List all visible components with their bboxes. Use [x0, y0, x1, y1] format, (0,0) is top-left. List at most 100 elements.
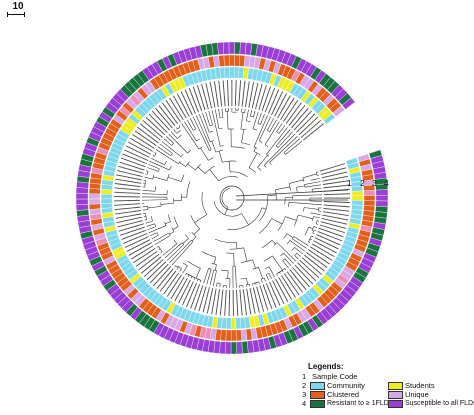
- tree-branch: [145, 182, 146, 187]
- ring-community-segment: [101, 194, 112, 199]
- tree-branch: [200, 280, 201, 282]
- tree-branch: [161, 203, 174, 204]
- tree-branch: [267, 118, 273, 130]
- legend-label-susceptible: Susceptible to all FLDs: [405, 399, 474, 409]
- tree-branch: [180, 270, 181, 272]
- tree-branch: [183, 263, 187, 266]
- tree-branch: [155, 153, 157, 156]
- tree-branch: [190, 131, 196, 141]
- tree-branch: [162, 141, 168, 145]
- tree-branch: [187, 181, 190, 197]
- tree-branch: [246, 278, 247, 284]
- tree-branch: [311, 236, 313, 237]
- sample-code-label: [147, 262, 166, 280]
- ring-cluster-segment: [231, 330, 236, 341]
- ring-resistance-segment: [217, 42, 223, 54]
- tree-branch: [249, 168, 256, 173]
- tree-branch: [165, 161, 167, 165]
- sample-code-label: [247, 289, 251, 315]
- tree-branch: [315, 227, 317, 228]
- tree-branch: [175, 131, 177, 133]
- tree-branch: [285, 217, 296, 221]
- sample-code-label: [297, 263, 315, 281]
- sample-code-label: [189, 88, 198, 112]
- scale-bar-label: 10: [8, 1, 28, 12]
- tree-branch: [286, 141, 302, 154]
- tree-branch: [258, 123, 261, 124]
- sample-code-label: [191, 284, 200, 308]
- tree-branch: [272, 218, 283, 223]
- tree-branch: [248, 110, 249, 114]
- tree-branch: [215, 110, 217, 123]
- tree-branch: [278, 132, 293, 148]
- ring-cluster-segment: [226, 330, 231, 341]
- tree-branch: [272, 240, 275, 244]
- tree-branch: [289, 202, 297, 203]
- tree-branch: [172, 143, 174, 145]
- tree-branch: [253, 120, 256, 129]
- sample-code-label: [297, 114, 315, 133]
- tree-branch: [277, 132, 279, 134]
- tree-branch: [221, 270, 228, 271]
- tree-branch: [253, 129, 257, 130]
- tree-branch: [194, 142, 199, 149]
- ring-number-2: 2: [360, 178, 365, 188]
- sample-code-label: [227, 80, 228, 106]
- tree-branch: [193, 129, 196, 130]
- sample-code-label: [115, 211, 141, 215]
- tree-branch: [150, 161, 159, 165]
- tree-branch: [188, 150, 191, 153]
- tree-branch: [293, 195, 310, 196]
- tree-branch: [210, 125, 213, 126]
- sample-code-label: [114, 192, 140, 193]
- tree-branch: [258, 267, 262, 278]
- tree-branch: [147, 178, 153, 179]
- sample-code-label: [149, 114, 167, 132]
- sample-code-label: [197, 85, 205, 110]
- sample-code-label: [120, 227, 145, 235]
- tree-branch: [292, 247, 295, 250]
- sample-code-label: [323, 208, 349, 211]
- sample-code-label: [114, 200, 140, 201]
- tree-branch: [177, 127, 180, 129]
- tree-branch: [287, 234, 293, 238]
- tree-branch: [258, 113, 262, 123]
- sample-code-label: [121, 158, 145, 167]
- tree-branch: [143, 210, 148, 211]
- tree-branch: [146, 223, 148, 224]
- tree-branch: [155, 224, 156, 227]
- tree-branch: [314, 217, 318, 218]
- sample-code-label: [219, 81, 222, 107]
- tree-branch: [148, 221, 153, 222]
- tree-branch: [151, 158, 157, 161]
- sample-code-label: [114, 204, 140, 206]
- sample-code-label: [319, 228, 344, 237]
- sample-code-label: [223, 80, 225, 106]
- tree-branch: [261, 114, 265, 124]
- ring-resistance-segment: [225, 342, 231, 354]
- tree-branch: [266, 275, 268, 281]
- ring-resistance-segment: [242, 341, 249, 353]
- tree-branch: [148, 206, 161, 208]
- tree-branch: [268, 195, 277, 196]
- tree-branch: [173, 227, 178, 230]
- tree-branch: [295, 253, 297, 255]
- tree-branch: [284, 253, 292, 261]
- sample-code-label: [324, 194, 350, 195]
- tree-branch: [219, 176, 238, 181]
- legend-title: Legends:: [308, 362, 344, 372]
- tree-branch: [171, 153, 173, 155]
- ring-resistance-segment: [376, 201, 388, 207]
- tree-branch: [188, 261, 201, 268]
- tree-branch: [173, 160, 178, 163]
- tree-branch: [153, 177, 167, 181]
- tree-branch: [147, 167, 158, 171]
- tree-branch: [312, 188, 321, 189]
- tree-branch: [297, 186, 305, 187]
- sample-code-label: [122, 230, 146, 239]
- legend-row-number: 4: [302, 399, 308, 409]
- ring-community-segment: [240, 317, 246, 328]
- tree-branch: [183, 238, 189, 243]
- tree-branch: [297, 253, 301, 256]
- legend-swatch-clustered: [310, 391, 325, 399]
